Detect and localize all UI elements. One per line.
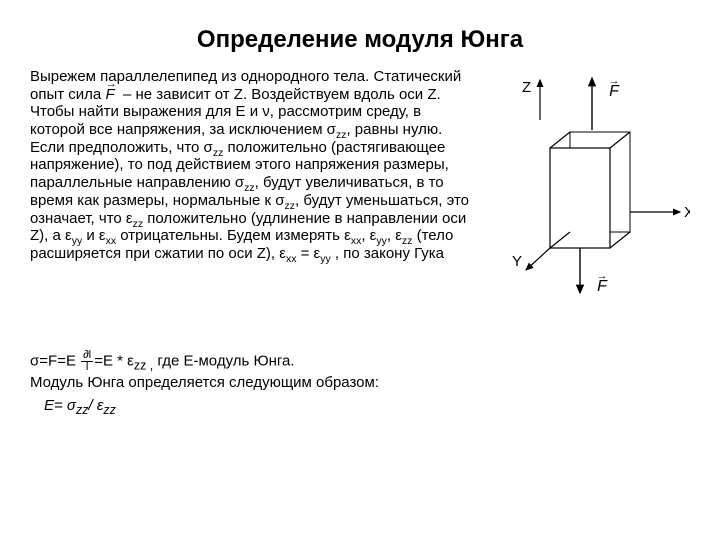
edge-top-left	[550, 132, 570, 148]
y-axis-label: Y	[512, 253, 522, 270]
edge-top-right	[610, 132, 630, 148]
formula-block: σ=F=E ∂ll=E * εzz , где E-модуль Юнга. М…	[30, 350, 690, 419]
formula-line-3: E= σzz/ εzz	[30, 397, 690, 419]
body-paragraph: Вырежем параллелепипед из однородного те…	[30, 68, 480, 263]
top-force-label: F	[609, 83, 620, 100]
x-axis-label: X	[684, 204, 690, 221]
edge-bottom-right	[610, 232, 630, 248]
bottom-force-label: F	[597, 278, 608, 295]
content-row: Вырежем параллелепипед из однородного те…	[30, 68, 690, 328]
slide-title: Определение модуля Юнга	[30, 26, 690, 54]
y-axis-arrow	[526, 248, 550, 270]
formula-line-1: σ=F=E ∂ll=E * εzz , где E-модуль Юнга.	[30, 350, 690, 374]
formula-line-2: Модуль Юнга определяется следующим образ…	[30, 374, 690, 393]
front-face	[550, 148, 610, 248]
parallelepiped-diagram: Z X Y → F → F	[480, 68, 690, 328]
diagram-svg: Z X Y → F → F	[480, 68, 690, 328]
z-axis-label: Z	[522, 79, 531, 96]
slide-page: Определение модуля Юнга Вырежем параллел…	[0, 0, 720, 540]
